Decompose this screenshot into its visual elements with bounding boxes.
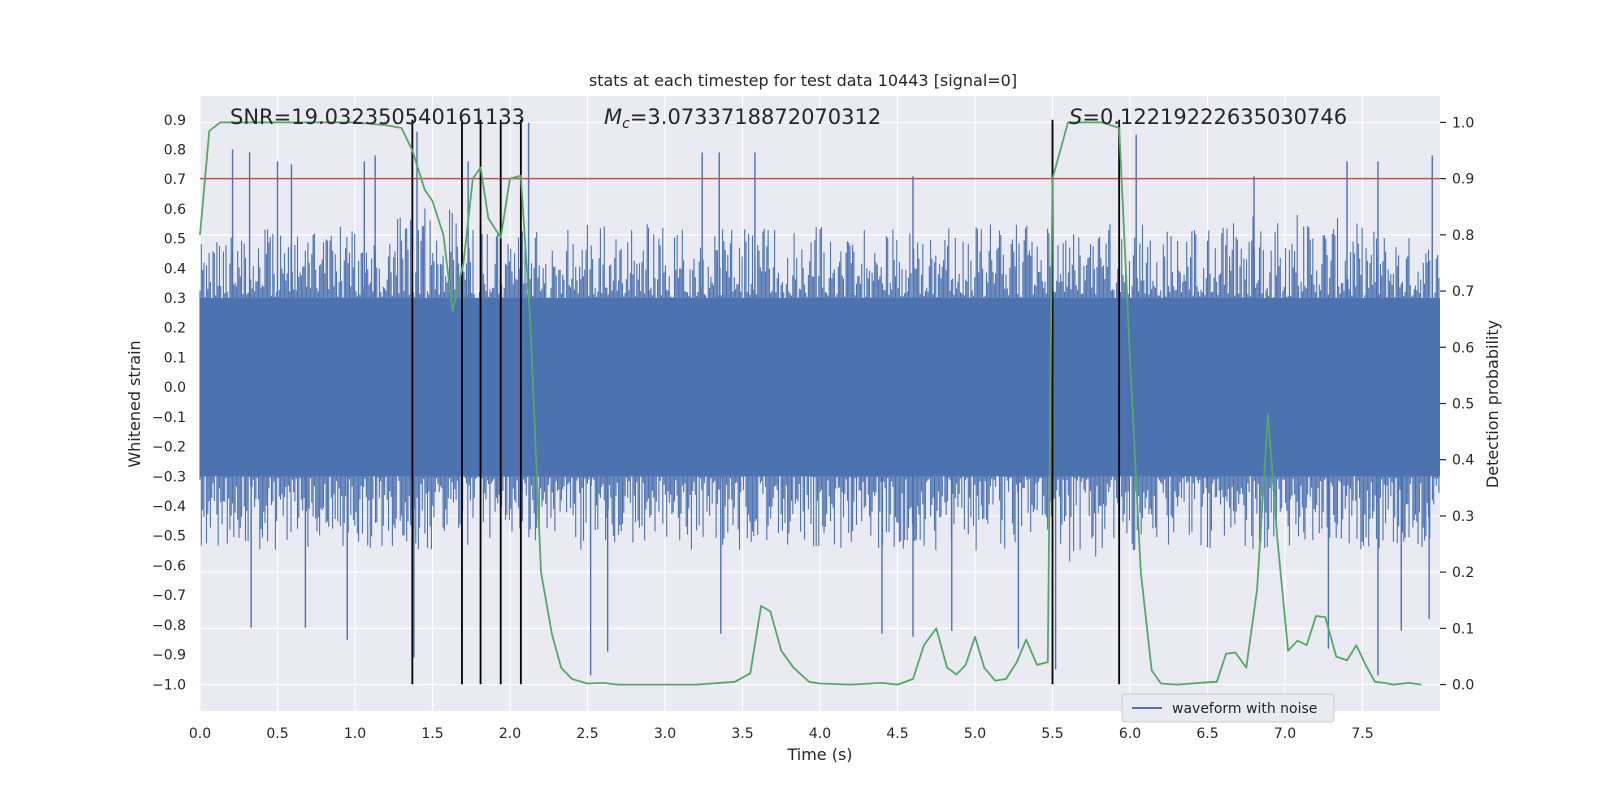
probability-series (199, 121, 1422, 686)
chirp-mass-subscript: c (622, 116, 630, 132)
y-axis-right: 1.0 0.9 0.8 0.7 0.6 0.5 0.4 0.3 0.2 0.1 0.0 (1440, 115, 1474, 694)
y2-tick-label: 0.9 (1452, 172, 1474, 188)
y2-tick-label: 0.3 (1452, 509, 1474, 525)
x-tick-label: 6.5 (1196, 726, 1218, 742)
y-tick-label: 0.9 (164, 113, 186, 129)
waveform-series (199, 122, 1440, 676)
y-tick-label: 0.6 (164, 202, 186, 218)
chirp-mass-annotation: Mc=3.0733718872070312 (604, 105, 881, 132)
y-tick-label: −0.2 (152, 440, 186, 456)
chirp-mass-symbol: M (604, 105, 622, 129)
statistic-value: =0.12219222635030746 (1082, 105, 1347, 129)
y-tick-label: 0.2 (164, 321, 186, 337)
y-tick-label: −0.5 (152, 529, 186, 545)
legend: waveform with noise (1121, 693, 1335, 723)
x-tick-label: 3.0 (654, 726, 676, 742)
y2-tick-label: 0.8 (1452, 228, 1474, 244)
legend-label: waveform with noise (1172, 701, 1317, 717)
y-tick-label: −1.0 (152, 677, 186, 693)
chart-title: stats at each timestep for test data 104… (589, 71, 1017, 90)
y2-tick-label: 0.2 (1452, 565, 1474, 581)
x-tick-label: 0.0 (189, 726, 211, 742)
chirp-mass-value: =3.0733718872070312 (630, 105, 881, 129)
y-tick-label: 0.1 (164, 350, 186, 366)
y-tick-label: 0.5 (164, 232, 186, 248)
y2-tick-label: 0.5 (1452, 397, 1474, 413)
y-tick-label: −0.9 (152, 648, 186, 664)
y2-tick-label: 0.0 (1452, 678, 1474, 694)
y-tick-label: 0.3 (164, 291, 186, 307)
y2-axis-title: Detection probability (1483, 320, 1502, 488)
y-tick-label: −0.1 (152, 410, 186, 426)
x-tick-label: 2.5 (576, 726, 598, 742)
statistic-annotation: S=0.12219222635030746 (1069, 105, 1347, 129)
statistic-symbol: S (1069, 105, 1082, 129)
y-tick-label: 0.7 (164, 172, 186, 188)
legend-box (1121, 693, 1335, 723)
y-tick-label: −0.6 (152, 558, 186, 574)
y-tick-label: −0.7 (152, 588, 186, 604)
x-tick-label: 5.0 (964, 726, 986, 742)
y-axis-left: 0.9 0.8 0.7 0.6 0.5 0.4 0.3 0.2 0.1 0.0 −0.1 −0.2 −0… (152, 113, 186, 693)
x-tick-label: 4.0 (809, 726, 831, 742)
y-tick-label: −0.3 (152, 469, 186, 485)
probability-line (199, 121, 1422, 686)
x-tick-label: 4.5 (886, 726, 908, 742)
x-axis: 0.0 0.5 1.0 1.5 2.0 2.5 3.0 3.5 4.0 4.5 5.0 5.5 6.0 6… (189, 726, 1374, 742)
y-tick-label: −0.8 (152, 618, 186, 634)
y-tick-label: −0.4 (152, 499, 186, 515)
x-tick-label: 0.5 (266, 726, 288, 742)
x-tick-label: 1.5 (421, 726, 443, 742)
x-tick-label: 7.0 (1274, 726, 1296, 742)
x-tick-label: 3.5 (731, 726, 753, 742)
x-tick-label: 7.5 (1351, 726, 1373, 742)
y2-tick-label: 1.0 (1452, 115, 1474, 131)
y-tick-label: 0.0 (164, 380, 186, 396)
y2-tick-label: 0.7 (1452, 284, 1474, 300)
waveform-noise (199, 208, 1440, 562)
x-tick-label: 5.5 (1041, 726, 1063, 742)
x-tick-label: 2.0 (499, 726, 521, 742)
y-tick-label: 0.8 (164, 142, 186, 158)
x-axis-title: Time (s) (786, 745, 852, 764)
x-tick-label: 1.0 (344, 726, 366, 742)
y2-tick-label: 0.6 (1452, 340, 1474, 356)
y2-tick-label: 0.1 (1452, 621, 1474, 637)
y-axis-title: Whitened strain (125, 340, 144, 467)
snr-annotation: SNR=19.032350540161133 (230, 105, 525, 129)
y2-tick-label: 0.4 (1452, 453, 1474, 469)
x-tick-label: 6.0 (1119, 726, 1141, 742)
y-tick-label: 0.4 (164, 261, 186, 277)
